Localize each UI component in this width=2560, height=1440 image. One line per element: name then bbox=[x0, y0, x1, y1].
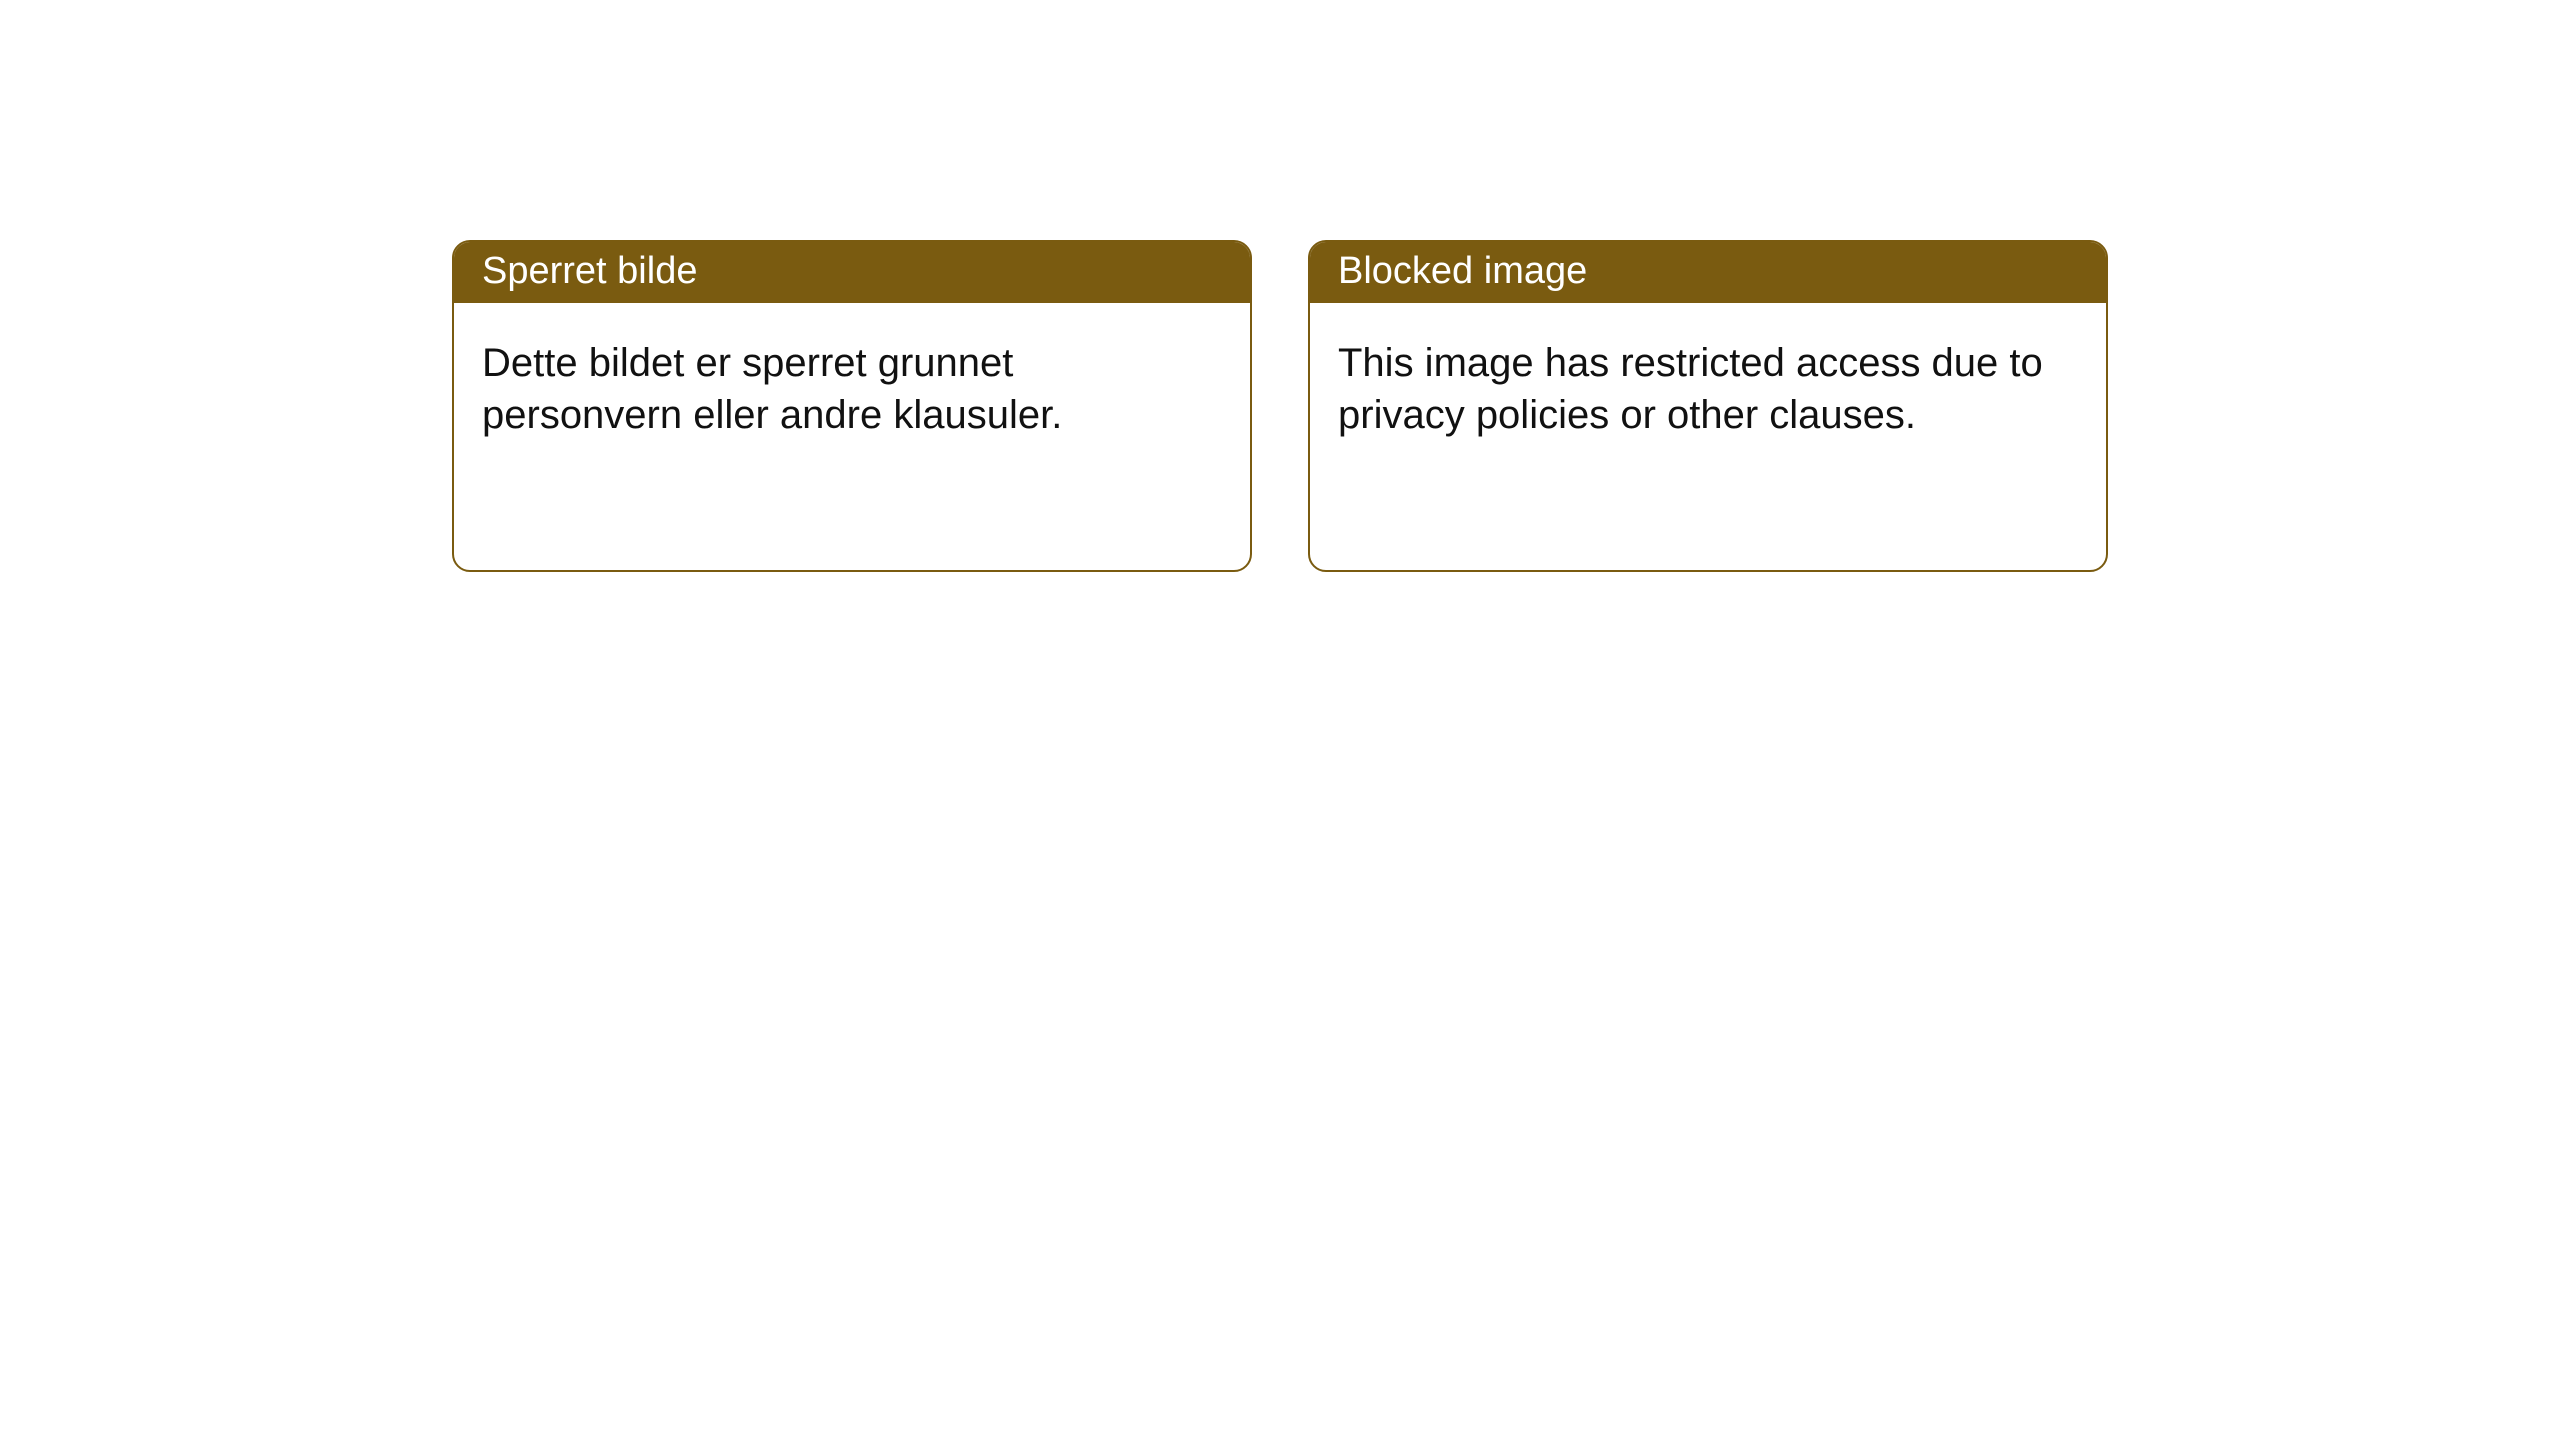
notice-container: Sperret bilde Dette bildet er sperret gr… bbox=[452, 240, 2108, 572]
notice-body-english: This image has restricted access due to … bbox=[1310, 303, 2106, 475]
notice-text-norwegian: Dette bildet er sperret grunnet personve… bbox=[482, 341, 1062, 437]
notice-header-english: Blocked image bbox=[1310, 242, 2106, 303]
notice-header-norwegian: Sperret bilde bbox=[454, 242, 1250, 303]
notice-title-english: Blocked image bbox=[1338, 250, 1587, 292]
notice-body-norwegian: Dette bildet er sperret grunnet personve… bbox=[454, 303, 1250, 475]
notice-title-norwegian: Sperret bilde bbox=[482, 250, 697, 292]
notice-card-norwegian: Sperret bilde Dette bildet er sperret gr… bbox=[452, 240, 1252, 572]
notice-text-english: This image has restricted access due to … bbox=[1338, 341, 2043, 437]
notice-card-english: Blocked image This image has restricted … bbox=[1308, 240, 2108, 572]
